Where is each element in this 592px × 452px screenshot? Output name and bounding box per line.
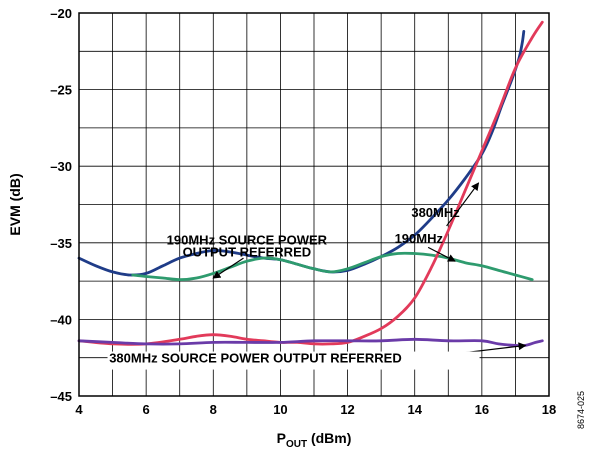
series-layer (77, 20, 544, 348)
x-axis-title: POUT (dBm) (277, 430, 352, 450)
x-axis-title-main: P (277, 430, 286, 446)
x-tick-label: 6 (143, 402, 150, 417)
leader-190mhz (427, 246, 456, 262)
y-tick-label: –30 (50, 159, 72, 174)
y-axis-title: EVM (dB) (7, 173, 23, 235)
x-tick-label: 16 (475, 402, 489, 417)
annotation-190mhz-source-line1: 190MHz SOURCE POWER (167, 232, 328, 247)
series-line-190mhz (77, 20, 544, 346)
x-tick-label: 8 (210, 402, 217, 417)
figure-id: 8674-025 (576, 391, 586, 429)
y-tick-label: –45 (50, 389, 72, 404)
x-tick-label: 12 (340, 402, 354, 417)
annotation-190mhz-source-line2: OUTPUT REFERRED (183, 245, 312, 260)
leader-190mhz-source (212, 257, 244, 279)
y-tick-label: –35 (50, 236, 72, 251)
annotation-190mhz: 190MHz (395, 231, 444, 246)
plot-frame (78, 12, 550, 397)
x-axis-title-unit: (dBm) (307, 430, 351, 446)
y-tick-label: –25 (50, 83, 72, 98)
x-tick-label: 14 (407, 402, 422, 417)
annotation-380mhz-source: 380MHz SOURCE POWER OUTPUT REFERRED (109, 350, 402, 365)
x-tick-label: 4 (75, 402, 83, 417)
y-tick-label: –40 (50, 312, 72, 327)
x-axis-title-sub: OUT (286, 439, 307, 450)
x-tick-label: 18 (542, 402, 556, 417)
series-line-190mhz-source (131, 251, 534, 281)
y-tick-label: –20 (50, 6, 72, 21)
annotation-backing (107, 351, 480, 370)
grid (79, 13, 549, 396)
annotation-380mhz: 380MHz (411, 205, 460, 220)
series-line-380mhz-source (77, 337, 544, 348)
leader-380mhz (446, 182, 480, 227)
tick-labels: 4 6 8 10 12 14 16 18 –20 –25 –30 –35 –40 –45 (50, 6, 556, 417)
x-tick-label: 10 (273, 402, 287, 417)
